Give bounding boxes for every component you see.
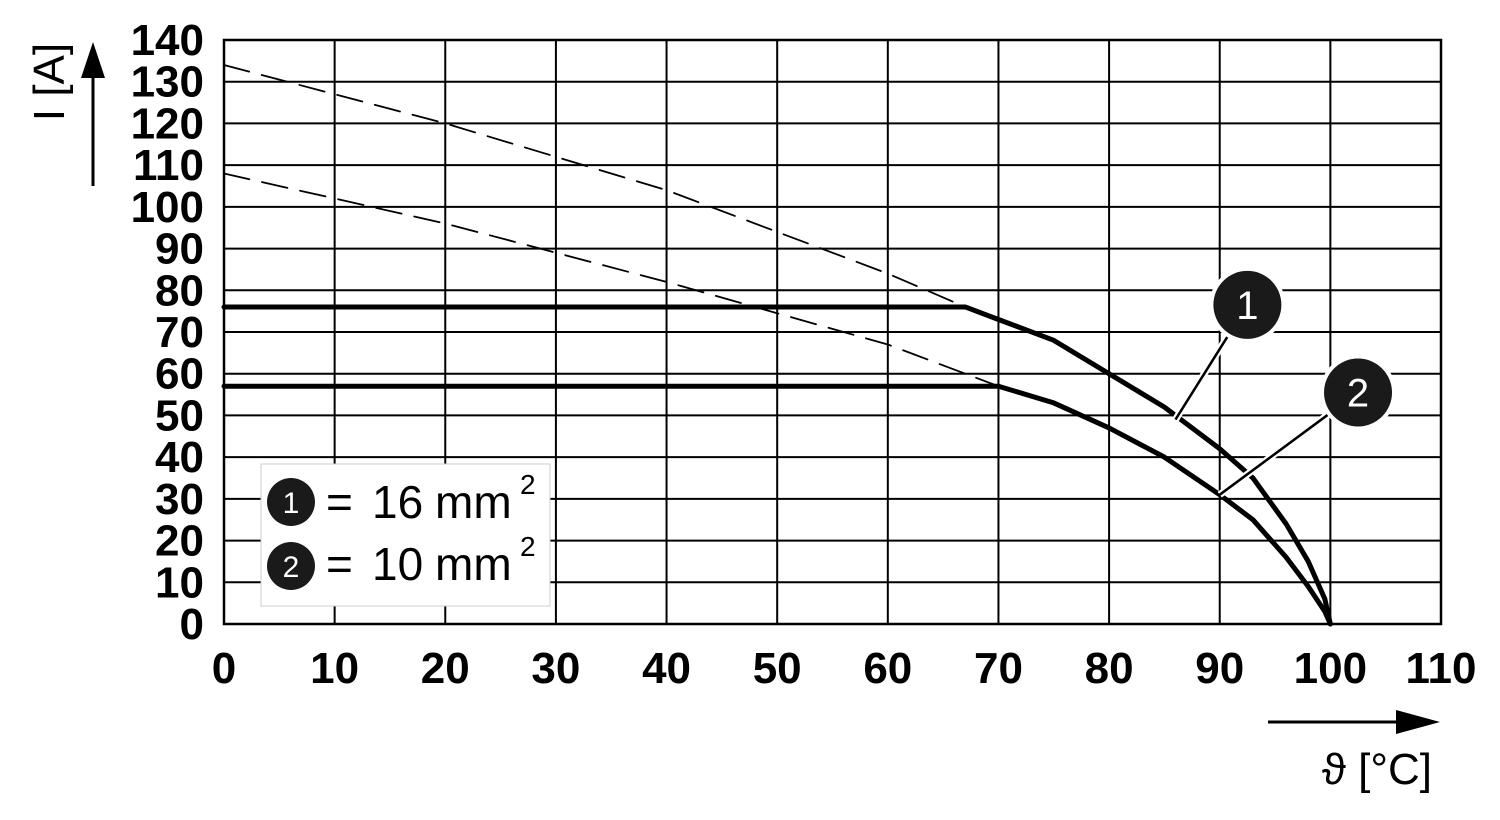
y-tick-label: 0	[180, 600, 204, 649]
y-axis-title-group: I [A]	[25, 42, 105, 186]
callout-label: 1	[1236, 284, 1258, 328]
y-tick-label: 120	[131, 99, 204, 148]
x-tick-label: 50	[753, 644, 802, 693]
legend-marker-circle	[267, 478, 315, 526]
callout-circle	[1324, 358, 1393, 427]
x-axis-arrow-head	[1396, 710, 1440, 734]
legend-marker-label: 2	[283, 551, 300, 584]
callout-circle	[1213, 270, 1282, 339]
x-tick-label: 40	[642, 644, 691, 693]
series-line-dashed	[223, 64, 967, 308]
legend-entry: 2 = 10 mm 2	[267, 531, 536, 590]
x-tick-label: 20	[421, 644, 470, 693]
y-tick-label: 10	[155, 558, 204, 607]
callouts: 12	[1172, 266, 1397, 498]
x-tick-label: 90	[1195, 644, 1244, 693]
legend-exponent: 2	[520, 531, 536, 562]
y-tick-label: 130	[131, 58, 204, 107]
legend-value: 10	[372, 538, 423, 590]
x-axis-title: ϑ [°C]	[1322, 745, 1432, 794]
y-tick-label: 50	[155, 391, 204, 440]
y-tick-label: 140	[131, 16, 204, 65]
legend-entry: 1 = 16 mm 2	[267, 469, 536, 528]
x-tick-label: 10	[310, 644, 359, 693]
y-tick-label: 30	[155, 475, 204, 524]
series-line-dashed	[223, 172, 1000, 388]
x-tick-labels: 0 10 20 30 40 50 60 70 80 90 100 110	[212, 644, 1477, 693]
x-tick-label: 70	[974, 644, 1023, 693]
callout-leader	[1174, 333, 1231, 421]
legend-unit: mm	[435, 538, 512, 590]
legend-eq: =	[326, 476, 353, 528]
callout-leader	[1218, 411, 1332, 496]
plot-frame	[222, 38, 1443, 626]
series-line-1	[221, 304, 1333, 627]
legend-eq: =	[326, 538, 353, 590]
y-tick-label: 100	[131, 183, 204, 232]
y-axis-arrow-head	[81, 42, 105, 78]
y-tick-label: 90	[155, 225, 204, 274]
x-tick-label: 30	[531, 644, 580, 693]
legend-value: 16	[372, 476, 423, 528]
y-tick-label: 60	[155, 350, 204, 399]
x-tick-label: 110	[1406, 644, 1477, 693]
legend-exponent: 2	[520, 469, 536, 500]
y-tick-label: 70	[155, 308, 204, 357]
x-tick-label: 80	[1085, 644, 1134, 693]
x-tick-label: 60	[863, 644, 912, 693]
legend: 1 = 16 mm 2 2 = 10 mm 2	[260, 463, 551, 607]
callout-label: 2	[1347, 371, 1369, 415]
y-tick-label: 110	[133, 141, 204, 190]
y-tick-label: 80	[155, 266, 204, 315]
x-tick-label: 100	[1294, 644, 1367, 693]
grid	[222, 38, 1443, 626]
legend-marker-circle	[267, 542, 315, 590]
legend-marker-label: 1	[283, 487, 300, 520]
y-tick-label: 20	[155, 517, 204, 566]
y-tick-label: 40	[155, 433, 204, 482]
x-axis-title-group: ϑ [°C]	[1268, 710, 1440, 794]
legend-unit: mm	[435, 476, 512, 528]
x-tick-label: 0	[212, 644, 236, 693]
y-axis-title: I [A]	[25, 43, 74, 121]
